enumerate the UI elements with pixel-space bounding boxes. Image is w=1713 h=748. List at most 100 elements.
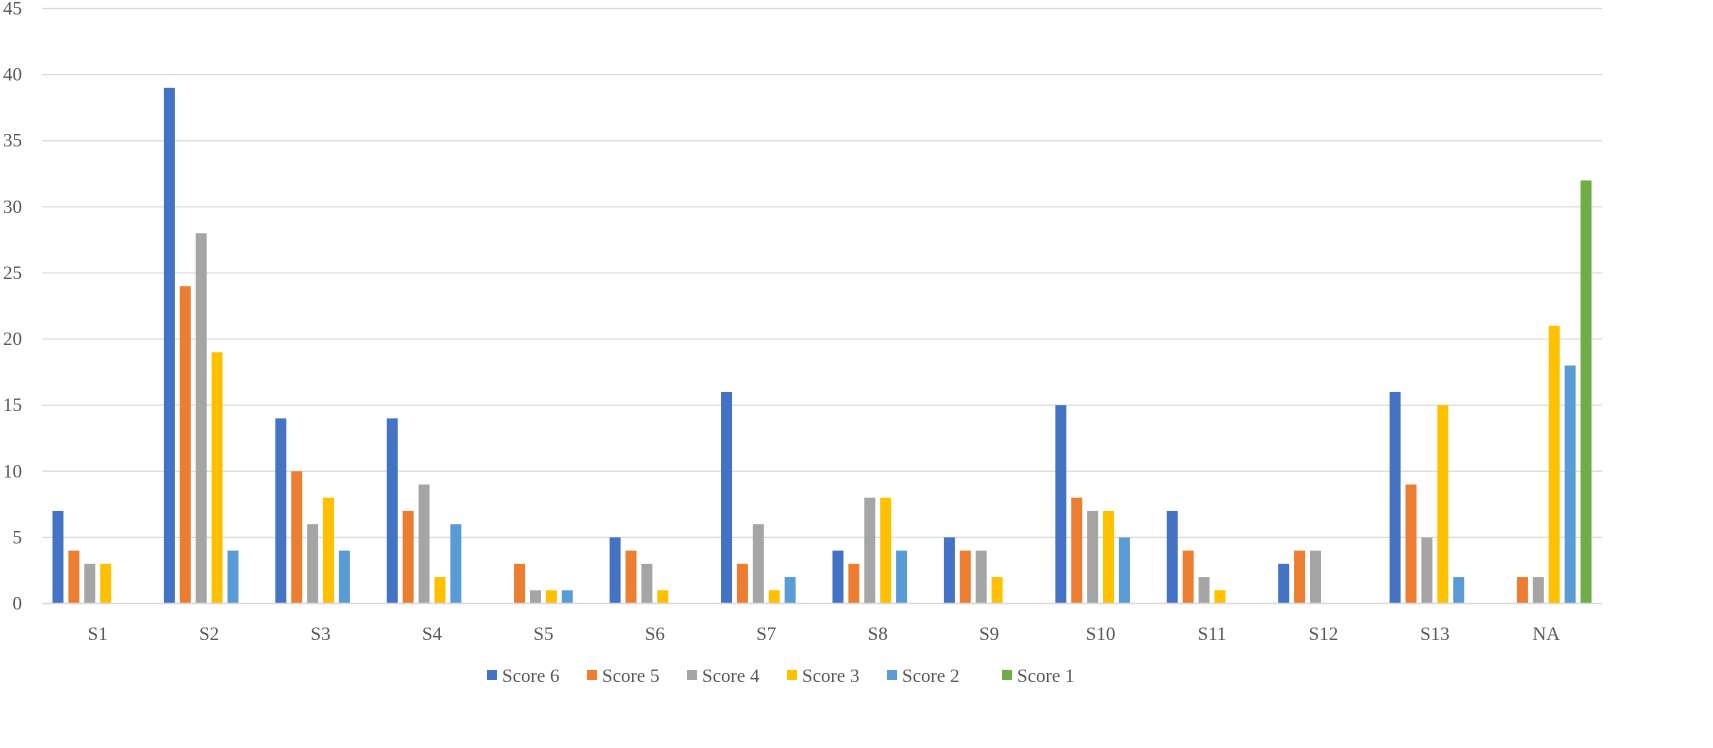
bar-score-4-s10 xyxy=(1087,510,1099,604)
y-axis-ticks: 0 5 10 15 20 25 30 35 40 45 xyxy=(3,0,22,615)
bar-score-5-s1 xyxy=(68,550,80,604)
bar-score-3-s9 xyxy=(991,577,1003,604)
legend-label: Score 5 xyxy=(602,666,660,687)
bar-score-2-s5 xyxy=(561,590,573,604)
bar-score-6-s2 xyxy=(163,87,175,604)
x-tick-label: S11 xyxy=(1198,624,1227,645)
legend-label: Score 2 xyxy=(902,666,960,687)
legend-swatch xyxy=(487,670,497,680)
y-tick-label: 15 xyxy=(3,395,22,416)
bar-score-4-s3 xyxy=(307,524,319,604)
bar-score-4-s12 xyxy=(1309,550,1321,604)
bar-score-2-s3 xyxy=(338,550,350,604)
legend: Score 6 Score 5 Score 4 Score 3 Score 2 Score… xyxy=(487,666,1075,687)
bar-score-2-s4 xyxy=(450,524,462,604)
bar-score-2-s8 xyxy=(896,550,908,604)
y-tick-label: 45 xyxy=(3,0,22,20)
bar-score-4-s8 xyxy=(864,497,876,604)
bar-score-3-s2 xyxy=(211,352,223,604)
x-tick-label: S7 xyxy=(756,624,776,645)
bar-score-4-s7 xyxy=(752,524,764,604)
legend-swatch xyxy=(687,670,697,680)
bar-score-5-s8 xyxy=(848,563,860,604)
bar-score-4-s1 xyxy=(84,563,96,604)
bar-score-5-s12 xyxy=(1294,550,1306,604)
bar-score-3-s6 xyxy=(657,590,669,604)
bar-score-2-na xyxy=(1564,365,1576,604)
x-tick-label: S4 xyxy=(422,624,443,645)
bar-score-5-s13 xyxy=(1405,484,1417,604)
x-tick-label: S5 xyxy=(533,624,553,645)
bar-score-4-s13 xyxy=(1421,537,1433,604)
bar-score-2-s2 xyxy=(227,550,239,604)
bar-score-4-na xyxy=(1532,577,1544,604)
x-tick-label: S9 xyxy=(979,624,999,645)
legend-swatch xyxy=(1002,670,1012,680)
x-tick-label: S2 xyxy=(199,624,219,645)
x-tick-label: S13 xyxy=(1420,624,1450,645)
legend-label: Score 3 xyxy=(802,666,860,687)
bar-score-6-s7 xyxy=(721,391,733,604)
bar-score-4-s9 xyxy=(975,550,987,604)
legend-label: Score 4 xyxy=(702,666,760,687)
bar-score-4-s5 xyxy=(529,590,541,604)
bar-score-5-s5 xyxy=(514,563,526,604)
bar-score-2-s7 xyxy=(784,577,796,604)
bar-score-3-s8 xyxy=(880,497,892,604)
bar-score-3-s3 xyxy=(323,497,335,604)
legend-swatch xyxy=(887,670,897,680)
bar-score-5-s3 xyxy=(291,471,303,604)
bar-score-5-s11 xyxy=(1182,550,1194,604)
x-tick-label: S1 xyxy=(88,624,108,645)
bars xyxy=(52,87,1592,604)
bar-score-5-s6 xyxy=(625,550,637,604)
x-tick-label: NA xyxy=(1533,624,1561,645)
y-tick-label: 30 xyxy=(3,197,22,218)
bar-score-6-s4 xyxy=(386,418,398,604)
bar-score-5-s9 xyxy=(959,550,971,604)
legend-swatch xyxy=(787,670,797,680)
x-tick-label: S12 xyxy=(1309,624,1339,645)
bar-score-6-s9 xyxy=(943,537,955,604)
y-tick-label: 40 xyxy=(3,65,22,86)
bar-score-4-s11 xyxy=(1198,577,1210,604)
bar-score-6-s8 xyxy=(832,550,844,604)
bar-score-3-s4 xyxy=(434,577,446,604)
bar-score-3-na xyxy=(1548,325,1560,604)
y-tick-label: 5 xyxy=(13,527,23,548)
x-tick-label: S10 xyxy=(1086,624,1116,645)
y-tick-label: 25 xyxy=(3,263,22,284)
bar-score-2-s10 xyxy=(1118,537,1130,604)
y-tick-label: 10 xyxy=(3,461,22,482)
bar-score-6-s12 xyxy=(1278,563,1290,604)
bar-score-6-s10 xyxy=(1055,405,1067,604)
bar-score-5-s2 xyxy=(179,286,191,604)
x-tick-label: S8 xyxy=(868,624,888,645)
y-tick-label: 20 xyxy=(3,329,22,350)
x-axis-ticks: S1 S2 S3 S4 S5 S6 S7 S8 S9 S10 S11 S12 S13 NA xyxy=(88,624,1561,645)
bar-score-2-s13 xyxy=(1453,577,1465,604)
x-tick-label: S6 xyxy=(645,624,665,645)
bar-score-4-s4 xyxy=(418,484,430,604)
bar-score-3-s7 xyxy=(768,590,780,604)
x-tick-label: S3 xyxy=(311,624,331,645)
bar-score-3-s1 xyxy=(100,563,112,604)
y-tick-label: 35 xyxy=(3,131,22,152)
bar-score-5-s4 xyxy=(402,510,414,604)
bar-score-3-s11 xyxy=(1214,590,1226,604)
bar-score-6-s3 xyxy=(275,418,287,604)
bar-score-6-s13 xyxy=(1389,391,1401,604)
bar-score-3-s13 xyxy=(1437,405,1449,604)
bar-score-6-s11 xyxy=(1166,510,1178,604)
bar-score-5-s10 xyxy=(1071,497,1083,604)
bar-score-4-s2 xyxy=(195,233,207,604)
bar-score-6-s6 xyxy=(609,537,621,604)
bar-score-3-s5 xyxy=(545,590,557,604)
bar-score-5-s7 xyxy=(736,563,748,604)
bar-score-4-s6 xyxy=(641,563,653,604)
legend-label: Score 6 xyxy=(502,666,560,687)
bar-score-6-s1 xyxy=(52,510,64,604)
legend-label: Score 1 xyxy=(1017,666,1075,687)
bar-score-3-s10 xyxy=(1103,510,1115,604)
